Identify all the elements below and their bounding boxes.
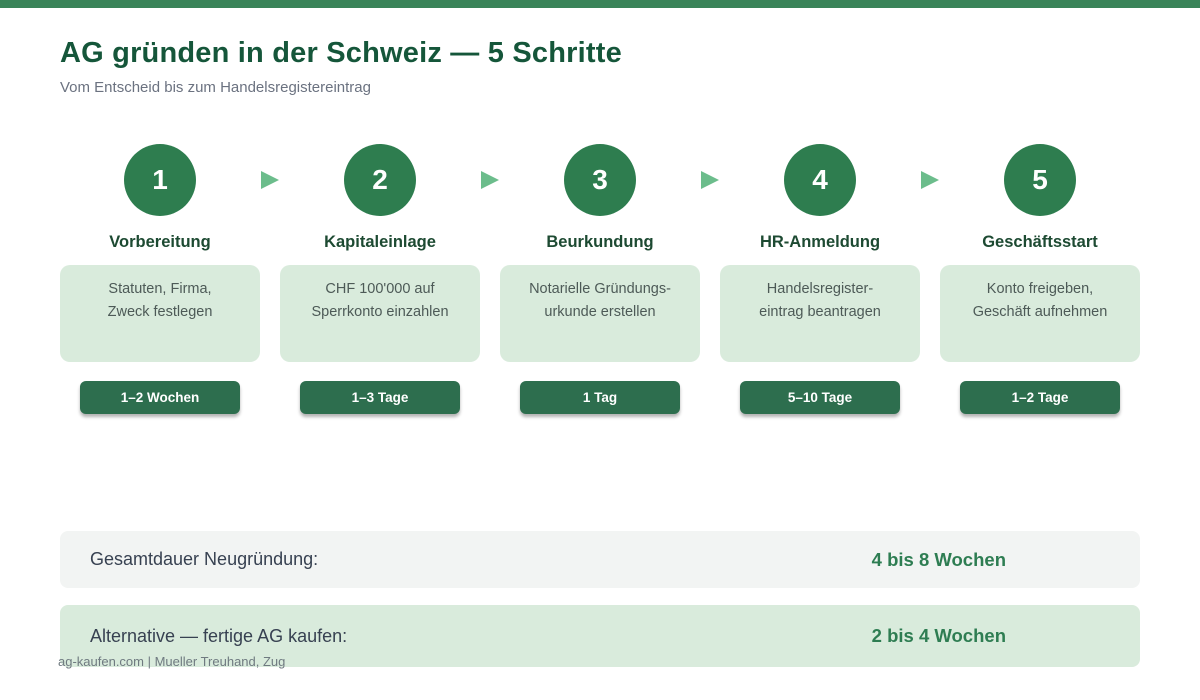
summary-value: 4 bis 8 Wochen (871, 548, 1006, 570)
step-name: Geschäftsstart (982, 233, 1098, 251)
step-description-line: urkunde erstellen (544, 303, 656, 320)
step-description-line: Konto freigeben, (986, 281, 1094, 297)
step-description-box: Handelsregister- eintrag beantragen (720, 265, 920, 362)
step-number: 2 (372, 164, 388, 195)
step-number: 4 (812, 164, 828, 195)
step-number-circle: 5 (1004, 144, 1076, 216)
arrow-right-icon (261, 171, 279, 189)
duration-badge: 1–2 Wochen (80, 381, 240, 414)
top-accent-bar (0, 0, 1200, 8)
arrow-separator (700, 144, 720, 189)
step-hr-anmeldung: 4 HR-Anmeldung Handelsregister- eintrag … (720, 144, 920, 414)
step-number-circle: 1 (124, 144, 196, 216)
summary-value: 2 bis 4 Wochen (871, 625, 1006, 646)
duration-badge: 1–3 Tage (300, 381, 460, 414)
step-description-box: Statuten, Firma, Zweck festlegen (60, 265, 260, 362)
arrow-right-icon (921, 171, 939, 189)
step-description-box: CHF 100'000 auf Sperrkonto einzahlen (280, 265, 480, 362)
step-name: HR-Anmeldung (759, 233, 881, 251)
step-number-circle: 3 (564, 144, 636, 216)
step-name: Vorbereitung (109, 233, 211, 251)
steps-flow: 1 Vorbereitung Statuten, Firma, Zweck fe… (60, 144, 1140, 414)
summary-alternative: Alternative — fertige AG kaufen: 2 bis 4… (60, 605, 1140, 667)
step-number-circle: 4 (784, 144, 856, 216)
step-vorbereitung: 1 Vorbereitung Statuten, Firma, Zweck fe… (60, 144, 260, 414)
step-description-line: eintrag beantragen (759, 303, 881, 320)
arrow-separator (260, 144, 280, 189)
step-beurkundung: 3 Beurkundung Notarielle Gründungs- urku… (500, 144, 700, 414)
page-title: AG gründen in der Schweiz — 5 Schritte (60, 37, 622, 69)
step-geschaeftsstart: 5 Geschäftsstart Konto freigeben, Geschä… (940, 144, 1140, 414)
step-number-circle: 2 (344, 144, 416, 216)
step-name: Beurkundung (546, 233, 654, 251)
step-kapitaleinlage: 2 Kapitaleinlage CHF 100'000 auf Sperrko… (280, 144, 480, 414)
arrow-right-icon (481, 171, 499, 189)
step-description-line: Zweck festlegen (107, 303, 213, 320)
summary-label: Gesamtdauer Neugründung: (90, 549, 319, 569)
step-description-line: CHF 100'000 auf (325, 281, 435, 297)
step-description-box: Konto freigeben, Geschäft aufnehmen (940, 265, 1140, 362)
step-description-box: Notarielle Gründungs- urkunde erstellen (500, 265, 700, 362)
duration-badge: 5–10 Tage (740, 381, 900, 414)
arrow-separator (920, 144, 940, 189)
summary-label: Alternative — fertige AG kaufen: (90, 625, 348, 646)
arrow-separator (480, 144, 500, 189)
header: AG gründen in der Schweiz — 5 Schritte V… (60, 37, 622, 96)
arrow-right-icon (701, 171, 719, 189)
footer-credit: ag-kaufen.com | Mueller Treuhand, Zug (58, 654, 286, 669)
summary-total-duration: Gesamtdauer Neugründung: 4 bis 8 Wochen (60, 531, 1140, 588)
step-name: Kapitaleinlage (324, 233, 436, 251)
duration-badge: 1–2 Tage (960, 381, 1120, 414)
step-description-line: Handelsregister- (766, 281, 874, 297)
step-description-line: Statuten, Firma, (108, 281, 212, 297)
step-description-line: Sperrkonto einzahlen (311, 303, 449, 320)
page-subtitle: Vom Entscheid bis zum Handelsregisterein… (60, 79, 371, 96)
step-number: 3 (592, 164, 608, 195)
step-description-line: Geschäft aufnehmen (972, 303, 1108, 320)
step-number: 5 (1032, 164, 1048, 195)
duration-badge: 1 Tag (520, 381, 680, 414)
step-description-line: Notarielle Gründungs- (529, 281, 671, 297)
step-number: 1 (152, 164, 168, 195)
